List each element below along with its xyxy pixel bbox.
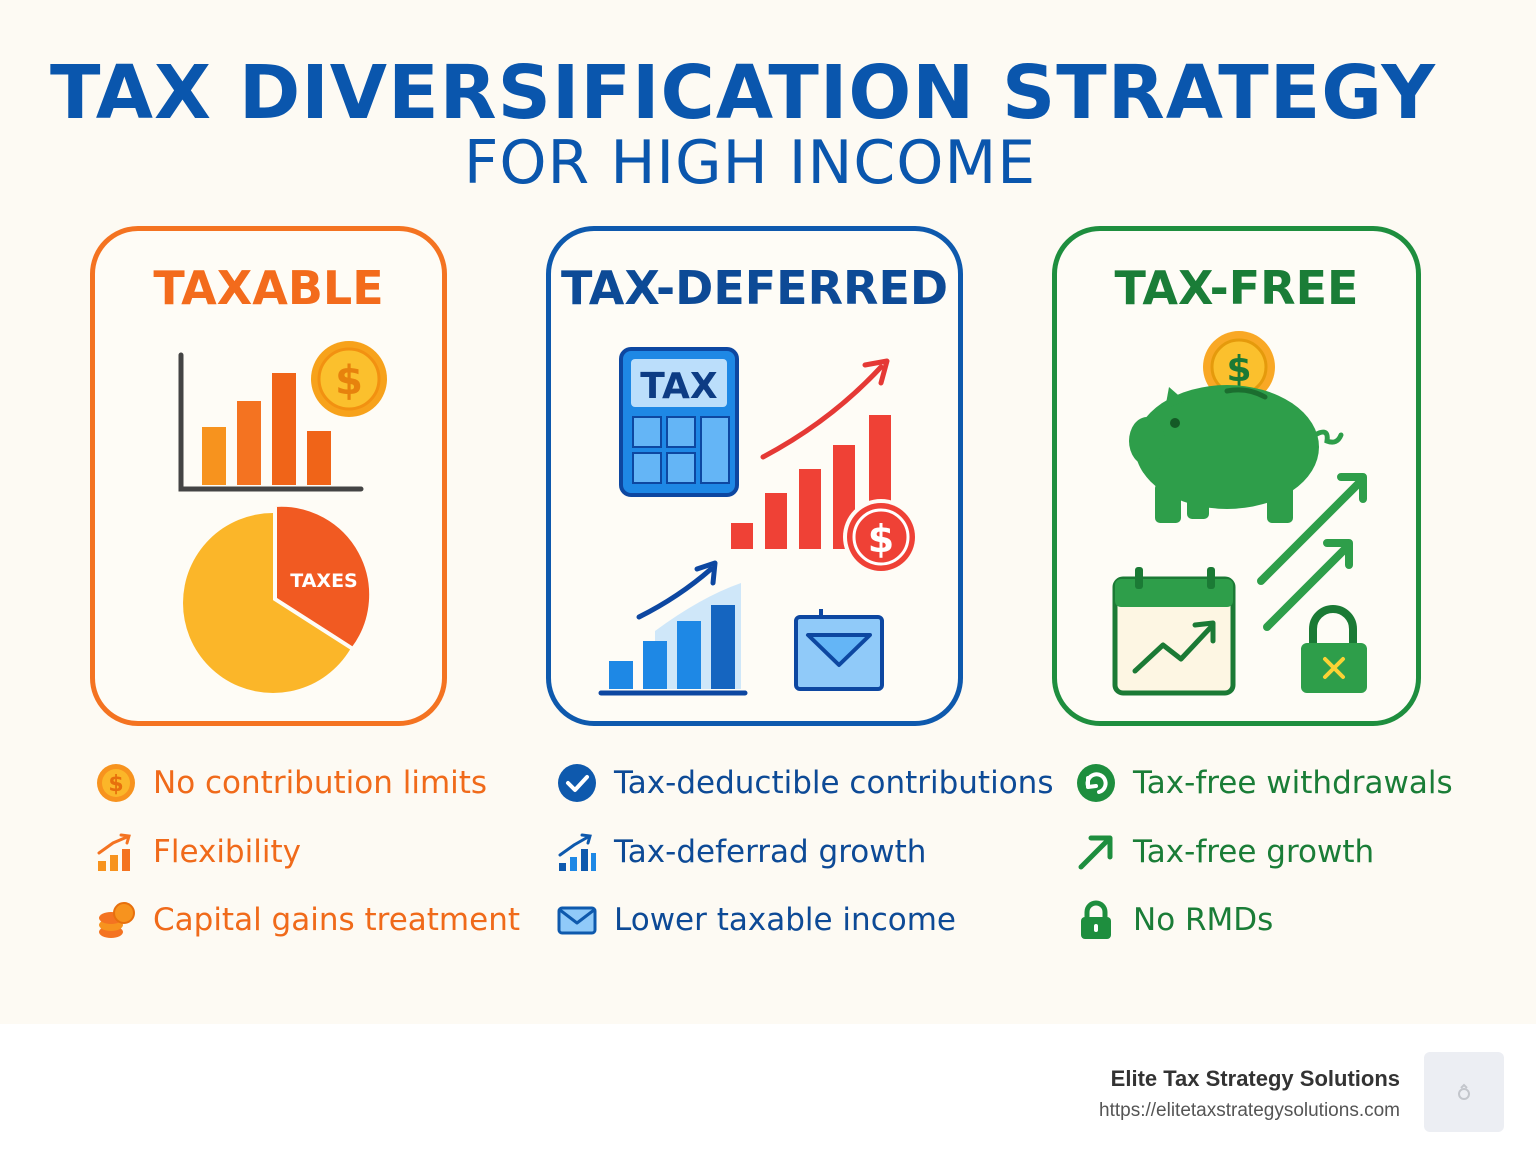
benefit-tax-free-growth: Tax-free growth: [1075, 830, 1374, 874]
growth-arrow-icon: [1257, 473, 1367, 631]
benefit-capital-gains: Capital gains treatment: [95, 898, 520, 942]
benefit-tax-free-withdrawals: Tax-free withdrawals: [1075, 761, 1453, 805]
logo-icon: [1424, 1052, 1504, 1132]
company-name: Elite Tax Strategy Solutions: [1110, 1066, 1400, 1091]
dollar-coin-icon: $: [95, 762, 137, 804]
page-subtitle: FOR HIGH INCOME: [463, 128, 1037, 198]
card-title-taxable: TAXABLE: [153, 261, 384, 315]
growth-chart-icon: [556, 831, 598, 873]
refresh-icon: [1075, 762, 1117, 804]
benefit-tax-deductible: Tax-deductible contributions: [556, 761, 1053, 805]
card-taxable: TAXABLE $ TAXES: [90, 226, 447, 726]
check-circle-icon: [556, 762, 598, 804]
calendar-chart-icon: [1112, 567, 1236, 696]
svg-text:$: $: [335, 358, 363, 404]
benefit-flexibility: Flexibility: [95, 830, 301, 874]
taxable-illustration: $ TAXES: [178, 341, 387, 693]
svg-text:$: $: [868, 517, 894, 561]
card-title-tax-free: TAX-FREE: [1114, 261, 1359, 315]
dollar-coin-icon: $: [1203, 331, 1275, 403]
blue-bar-chart-icon: [598, 560, 748, 696]
tax-calculator-icon: TAX: [619, 347, 739, 497]
benefit-no-rmds: No RMDs: [1075, 898, 1273, 942]
dollar-coin-icon: $: [311, 341, 387, 417]
arrow-up-right-icon: [1075, 831, 1117, 873]
card-tax-free: TAX-FREE $: [1052, 226, 1421, 726]
page-title: TAX DIVERSIFICATION STRATEGY: [50, 50, 1436, 136]
benefit-lower-taxable-income: Lower taxable income: [556, 898, 956, 942]
envelope-icon: [556, 899, 598, 941]
calculator-label: TAX: [640, 366, 718, 407]
benefit-no-contribution-limits: $ No contribution limits: [95, 761, 487, 805]
growth-chart-icon: [95, 831, 137, 873]
svg-text:$: $: [1226, 349, 1251, 390]
dollar-coin-icon: $: [843, 499, 919, 575]
padlock-icon: [1075, 899, 1117, 941]
coin-stack-icon: [95, 899, 137, 941]
footer: Elite Tax Strategy Solutions https://eli…: [0, 1024, 1536, 1154]
piggy-bank-icon: [1129, 385, 1344, 523]
company-url[interactable]: https://elitetaxstrategysolutions.com: [1099, 1100, 1400, 1121]
bar-chart-icon: [178, 352, 364, 492]
svg-text:$: $: [108, 772, 123, 797]
tax-deferred-illustration: TAX $: [598, 347, 919, 696]
pie-label: TAXES: [290, 570, 358, 592]
padlock-icon: [1301, 605, 1367, 693]
card-title-tax-deferred: TAX-DEFERRED: [560, 261, 949, 315]
envelope-icon: [794, 609, 884, 691]
benefit-tax-deferred-growth: Tax-deferrad growth: [556, 830, 926, 874]
pie-chart-icon: TAXES: [183, 502, 374, 693]
card-tax-deferred: TAX-DEFERRED TAX $: [546, 226, 963, 726]
tax-free-illustration: $: [1112, 331, 1367, 696]
growth-arrow-icon: [760, 358, 890, 460]
